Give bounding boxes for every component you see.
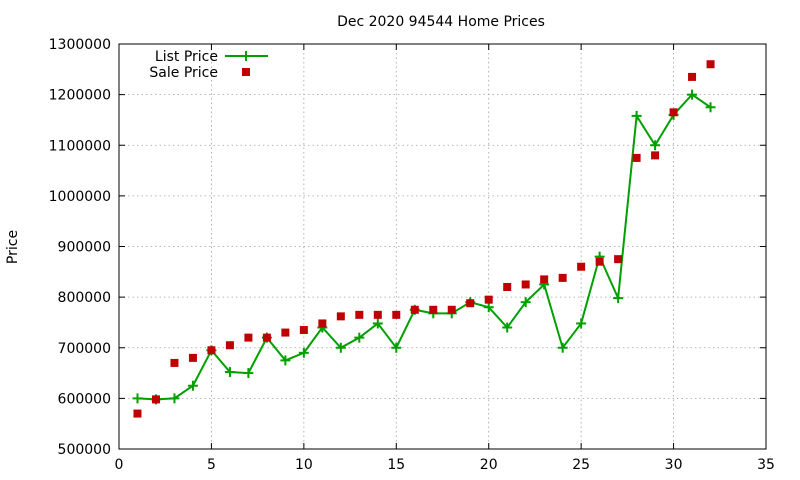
data-point <box>188 353 197 362</box>
data-point <box>650 140 661 151</box>
y-tick-label: 700000 <box>58 341 111 357</box>
data-point <box>484 295 493 304</box>
y-axis-label: Price <box>5 230 21 264</box>
data-point <box>577 262 586 271</box>
data-point <box>651 151 660 160</box>
data-point <box>558 273 567 282</box>
x-tick-label: 5 <box>207 457 216 473</box>
data-point <box>595 257 604 266</box>
data-point <box>391 342 402 353</box>
y-tick-label: 1000000 <box>49 189 111 205</box>
x-tick-label: 10 <box>295 457 313 473</box>
data-point <box>170 358 179 367</box>
data-point <box>706 60 715 69</box>
data-point <box>687 89 698 100</box>
legend-label: Sale Price <box>149 65 218 81</box>
data-point <box>557 342 568 353</box>
y-tick-label: 1200000 <box>49 88 111 104</box>
data-point <box>521 280 530 289</box>
data-point <box>466 299 475 308</box>
data-point <box>614 255 623 264</box>
data-point <box>169 393 180 404</box>
y-tick-label: 500000 <box>58 442 111 458</box>
data-point <box>281 328 290 337</box>
data-point <box>447 305 456 314</box>
legend-marker <box>242 68 250 76</box>
y-tick-label: 600000 <box>58 391 111 407</box>
series-sale-price <box>133 60 715 418</box>
x-tick-label: 0 <box>115 457 124 473</box>
data-point <box>576 318 587 329</box>
data-point <box>410 305 419 314</box>
axis-ticks: 0 5 10 15 20 25 30 35 500000 600000 700000 800000 90… <box>49 37 775 473</box>
data-point <box>224 367 235 378</box>
data-point <box>335 342 346 353</box>
data-point <box>262 333 271 342</box>
data-point <box>298 347 309 358</box>
data-point <box>336 312 345 321</box>
series-line <box>137 93 712 401</box>
legend-label: List Price <box>155 49 218 65</box>
y-tick-label: 1300000 <box>49 37 111 53</box>
data-point <box>483 302 494 313</box>
data-point <box>373 310 382 319</box>
x-tick-label: 25 <box>572 457 590 473</box>
data-point <box>540 275 549 284</box>
data-point <box>225 341 234 350</box>
legend-marker <box>241 51 251 61</box>
x-tick-label: 15 <box>387 457 405 473</box>
data-point <box>132 393 143 404</box>
data-point <box>502 322 513 333</box>
series-list-price <box>132 89 716 405</box>
data-point <box>392 310 401 319</box>
data-point <box>669 108 678 117</box>
data-point <box>520 297 531 308</box>
data-point <box>187 380 198 391</box>
chart-title: Dec 2020 94544 Home Prices <box>337 14 545 30</box>
data-point <box>372 318 383 329</box>
grid-lines <box>119 44 766 449</box>
data-point <box>688 72 697 81</box>
data-point <box>705 102 716 113</box>
series-layer <box>132 60 716 418</box>
x-tick-label: 35 <box>757 457 775 473</box>
data-point <box>280 355 291 366</box>
y-tick-label: 900000 <box>58 240 111 256</box>
y-tick-label: 800000 <box>58 290 111 306</box>
data-point <box>151 395 160 404</box>
data-point <box>207 346 216 355</box>
x-tick-label: 20 <box>480 457 498 473</box>
data-point <box>503 283 512 291</box>
y-tick-label: 1100000 <box>49 138 111 154</box>
data-point <box>355 310 364 319</box>
data-point <box>243 368 254 379</box>
data-point <box>631 110 642 121</box>
data-point <box>632 153 641 162</box>
data-point <box>318 319 327 328</box>
data-point <box>429 305 438 314</box>
data-point <box>354 332 365 343</box>
x-tick-label: 30 <box>665 457 683 473</box>
data-point <box>133 409 142 418</box>
data-point <box>244 333 253 342</box>
data-point <box>299 326 308 335</box>
data-point <box>613 293 624 304</box>
